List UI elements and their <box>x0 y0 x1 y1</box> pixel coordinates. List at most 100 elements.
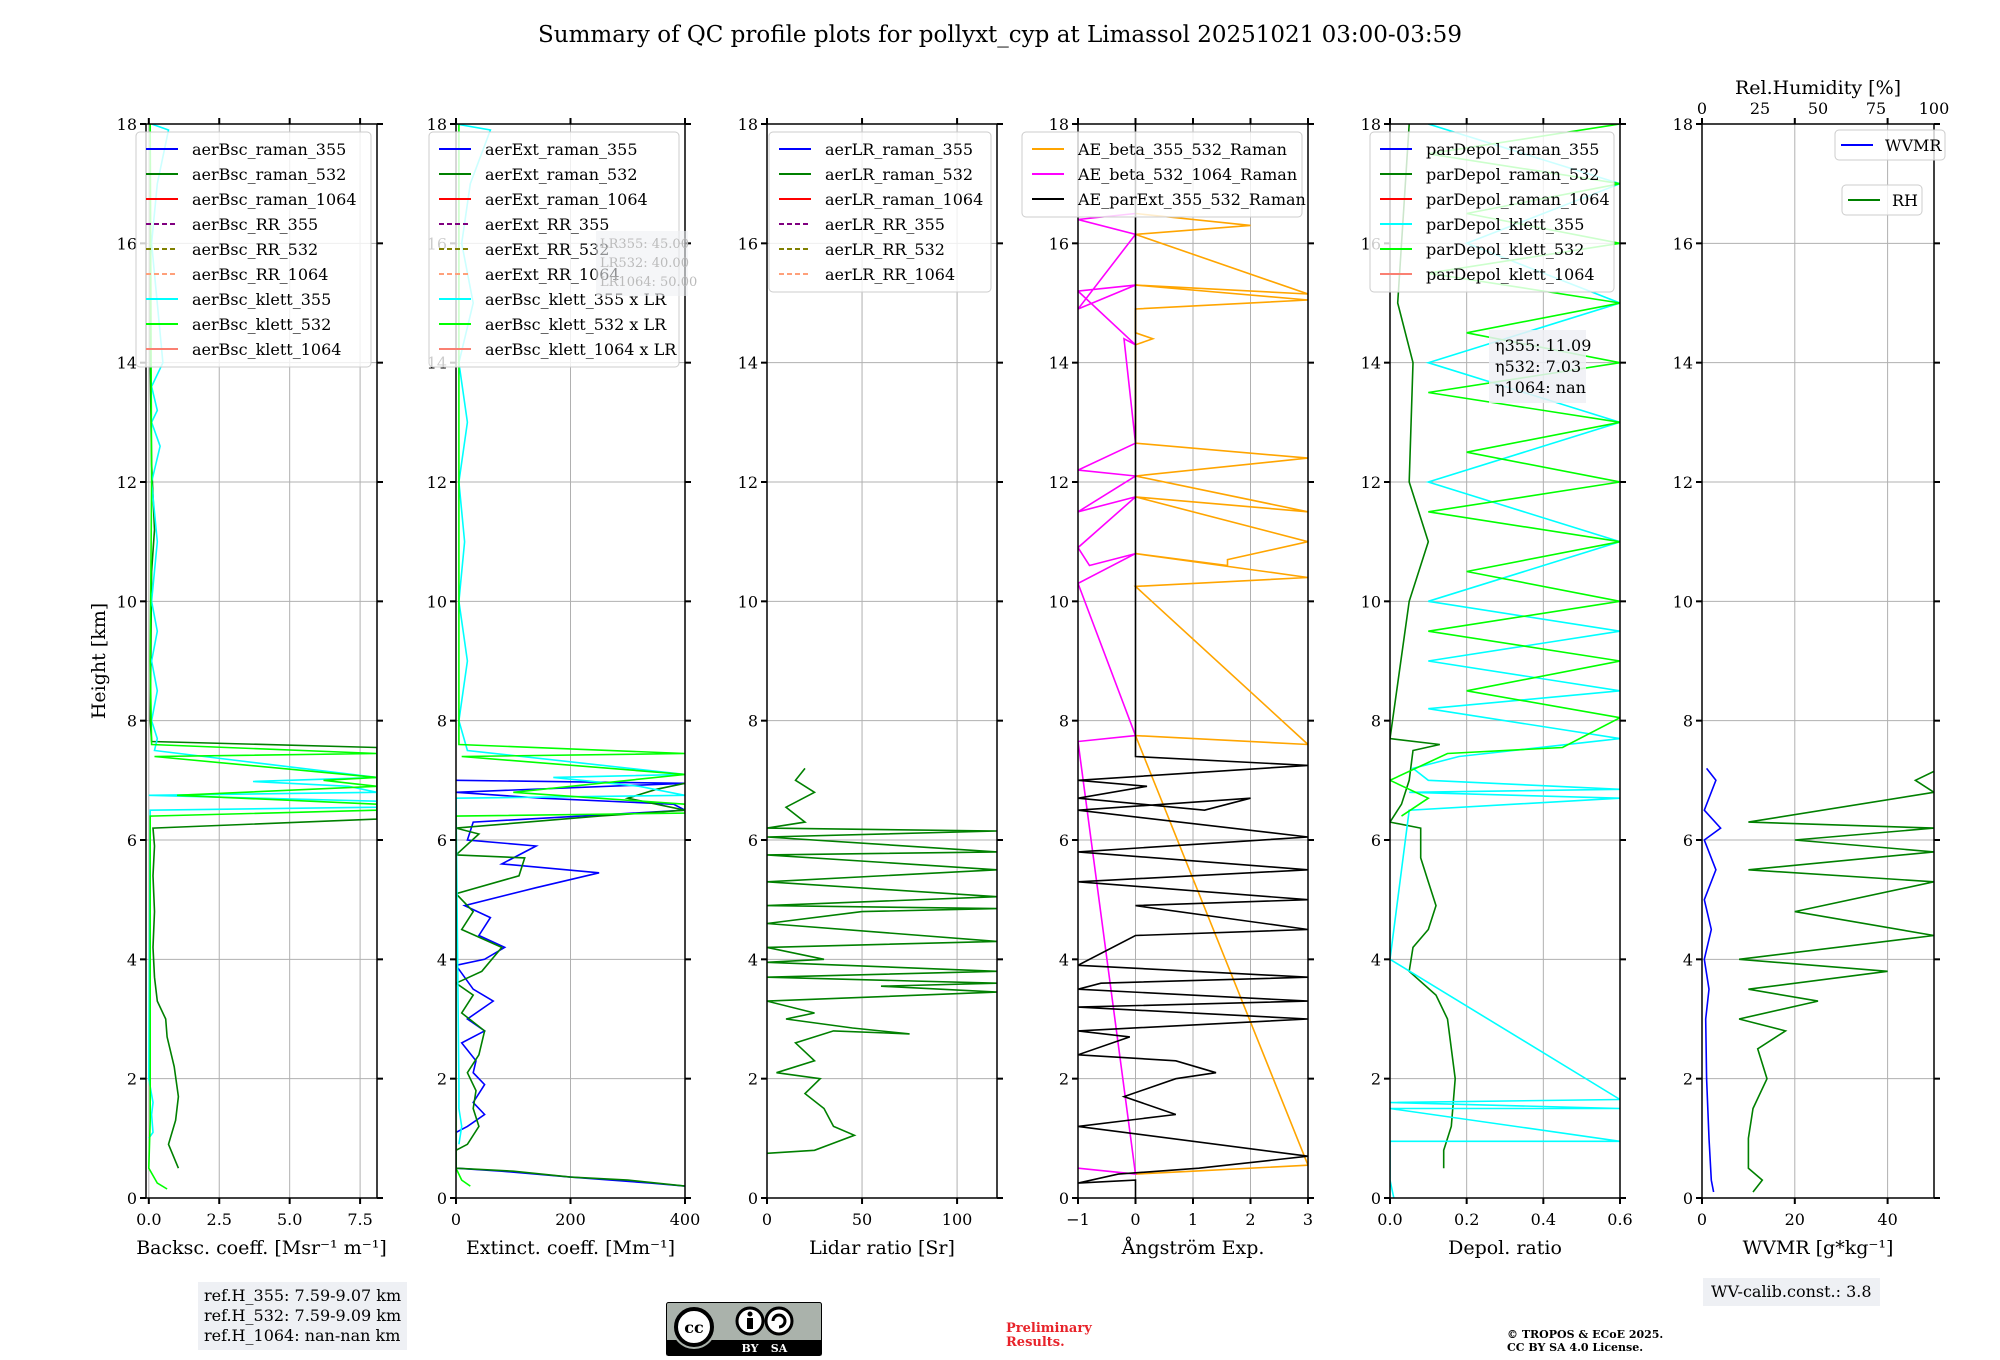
legend-label: AE_beta_532_1064_Raman <box>1077 165 1297 184</box>
lidar-ratio-info-box: LR355: 45.00 LR532: 40.00 LR1064: 50.00 <box>596 231 697 296</box>
panel-backscatter: 0.0 2.5 5.0 7.5 0 2 4 6 8 10 12 14 16 18 Backsc. coeff… <box>117 115 387 1259</box>
legend-label: parDepol_klett_1064 <box>1426 265 1595 284</box>
x-tick-label: 40 <box>1877 1210 1897 1229</box>
series-line-WVMR <box>1703 767 1722 1193</box>
eta-value: η355: 11.09 <box>1495 336 1591 355</box>
legend-label: aerExt_raman_1064 <box>485 190 648 209</box>
y-tick-label: 12 <box>1361 473 1381 492</box>
legend-RH: RH <box>1841 184 1923 216</box>
cc-by-sa-license-badge[interactable]: cc BY SA <box>666 1302 822 1356</box>
legend-label: aerBsc_RR_1064 <box>192 265 328 284</box>
legend: aerLR_raman_355 aerLR_raman_532 aerLR_rama… <box>768 131 992 293</box>
copyright-line-1: © TROPOS & ECoE 2025. <box>1507 1328 1664 1341</box>
preliminary-line-1: Preliminary <box>1006 1321 1092 1336</box>
x2-axis-label: Rel.Humidity [%] <box>1735 77 1901 99</box>
series-line-parDepol_klett_355 <box>1390 124 1620 1198</box>
legend-label: RH <box>1892 191 1918 210</box>
panel-lidar-ratio: 0 50 100 0 2 4 6 8 10 12 14 16 18 Lidar ratio [Sr] aer… <box>738 115 1003 1259</box>
x-tick-label: 1 <box>1188 1210 1198 1229</box>
y-tick-label: 10 <box>1361 592 1381 611</box>
x2-tick-label: 75 <box>1866 99 1886 118</box>
legend-label: aerExt_raman_532 <box>485 165 638 184</box>
wv-calibration-box: WV-calib.const.: 3.8 <box>1703 1278 1880 1306</box>
y-tick-label: 8 <box>127 712 137 731</box>
legend-label: aerExt_RR_355 <box>485 215 609 234</box>
x2-tick-label: 100 <box>1919 99 1950 118</box>
legend-box <box>768 131 992 293</box>
y-tick-label: 0 <box>127 1189 137 1208</box>
series-line-aerBsc_klett_532 <box>147 124 377 1190</box>
legend-label: aerBsc_raman_355 <box>192 140 346 159</box>
y-tick-label: 4 <box>437 950 447 969</box>
legend-label: aerBsc_RR_532 <box>192 240 318 259</box>
y-tick-label: 8 <box>1371 712 1381 731</box>
y-tick-label: 2 <box>1683 1070 1693 1089</box>
y-tick-label: 8 <box>437 712 447 731</box>
x-tick-label: 20 <box>1785 1210 1805 1229</box>
series-line-aerBsc_klett_532 x LR <box>456 124 685 1187</box>
x-axis-label: Depol. ratio <box>1448 1237 1562 1259</box>
y-tick-label: 8 <box>1059 712 1069 731</box>
y-tick-label: 12 <box>1673 473 1693 492</box>
x-tick-label: 0.6 <box>1607 1210 1632 1229</box>
series-line-aerExt_raman_355 <box>456 779 685 1187</box>
legend-box <box>1021 131 1303 218</box>
y-tick-label: 8 <box>748 712 758 731</box>
x2-tick-label: 0 <box>1697 99 1707 118</box>
legend-label: aerLR_raman_1064 <box>825 190 983 209</box>
y-tick-label: 16 <box>1049 234 1069 253</box>
y-tick-label: 18 <box>117 115 137 134</box>
y-tick-label: 16 <box>738 234 758 253</box>
panel-water-vapor: 0 20 40 0 2 4 6 8 10 12 14 16 18 WVMR [g*kg⁻¹] 0 25 50 75… <box>1673 77 1950 1259</box>
y-tick-label: 16 <box>1673 234 1693 253</box>
plot-area <box>1703 767 1934 1193</box>
cc-text: cc <box>684 1318 704 1337</box>
y-tick-label: 18 <box>1049 115 1069 134</box>
axes-frame <box>1389 123 1621 1199</box>
legend-label: aerLR_raman_355 <box>825 140 973 159</box>
sa-label: SA <box>771 1342 788 1355</box>
by-label: BY <box>742 1342 759 1355</box>
y-tick-label: 2 <box>127 1070 137 1089</box>
x-axis-label: WVMR [g*kg⁻¹] <box>1743 1237 1894 1259</box>
y-axis-label: Height [km] <box>88 603 110 719</box>
eta-info-box: η355: 11.09 η532: 7.03 η1064: nan <box>1489 330 1591 403</box>
x-axis-label: Backsc. coeff. [Msr⁻¹ m⁻¹] <box>136 1237 387 1259</box>
y-tick-label: 10 <box>738 592 758 611</box>
y-tick-label: 18 <box>427 115 447 134</box>
legend-label: aerExt_RR_532 <box>485 240 609 259</box>
x-tick-label: 0.4 <box>1531 1210 1556 1229</box>
x-tick-label: 7.5 <box>347 1210 372 1229</box>
plot-area <box>767 767 997 1155</box>
y-tick-label: 6 <box>1059 831 1069 850</box>
y-tick-label: 6 <box>127 831 137 850</box>
y-tick-label: 18 <box>1361 115 1381 134</box>
y-tick-label: 10 <box>117 592 137 611</box>
y-tick-label: 4 <box>1683 950 1693 969</box>
legend-label: aerBsc_raman_532 <box>192 165 346 184</box>
x-axis-label: Extinct. coeff. [Mm⁻¹] <box>466 1237 675 1259</box>
y-tick-label: 14 <box>1673 354 1693 373</box>
legend-label: parDepol_raman_1064 <box>1426 190 1610 209</box>
y-tick-label: 12 <box>117 473 137 492</box>
legend-label: aerExt_raman_355 <box>485 140 638 159</box>
y-tick-label: 4 <box>748 950 758 969</box>
legend-label: aerLR_raman_532 <box>825 165 973 184</box>
x-tick-label: 200 <box>555 1210 586 1229</box>
legend-label: WVMR <box>1885 136 1942 155</box>
legend-label: aerBsc_klett_355 <box>192 290 331 309</box>
legend-label: aerBsc_klett_532 <box>192 315 331 334</box>
legend: aerExt_raman_355 aerExt_raman_532 aerExt_r… <box>428 131 680 368</box>
y-tick-label: 6 <box>1683 831 1693 850</box>
preliminary-results-note: Preliminary Results. <box>1006 1322 1092 1350</box>
axes-frame <box>766 123 998 1199</box>
panel-extinction: 0200400024681012141618Extinct. coeff. [M… <box>427 115 701 1259</box>
series-line-aerLR_raman_532 <box>767 767 997 1155</box>
y-tick-label: 2 <box>748 1070 758 1089</box>
series-line-parDepol_raman_532 <box>1390 124 1457 1169</box>
axes-frame <box>1701 123 1935 1199</box>
legend-box <box>1841 184 1923 216</box>
legend-label: parDepol_raman_355 <box>1426 140 1599 159</box>
copyright-note: © TROPOS & ECoE 2025. CC BY SA 4.0 Licen… <box>1507 1328 1663 1354</box>
